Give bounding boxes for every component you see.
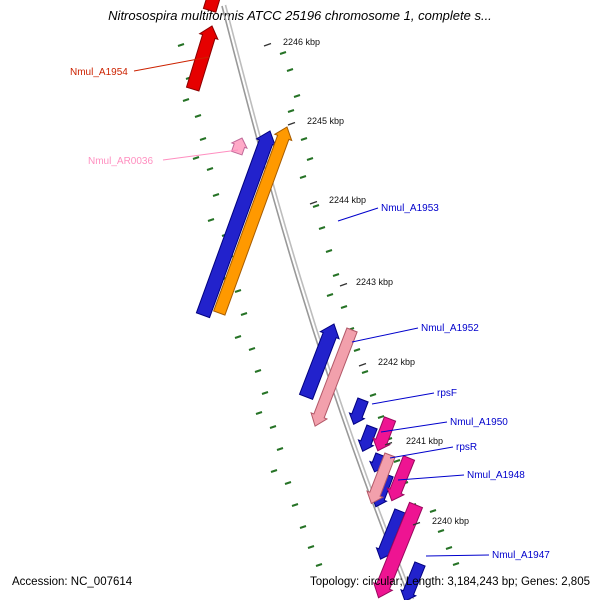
gene-label-nmul-a1950[interactable]: Nmul_A1950 <box>450 417 508 428</box>
gene-arrow-magenta-3[interactable] <box>369 501 425 600</box>
ruler-tick-marks <box>263 42 421 526</box>
leader-nmul-a1952 <box>351 327 419 343</box>
leader-rpsf <box>371 392 435 405</box>
position-label-2245: 2245 kbp <box>307 116 344 126</box>
leader-nmul-ar0036 <box>162 149 239 161</box>
gene-label-rpsf[interactable]: rpsF <box>437 388 457 399</box>
leader-nmul-a1950 <box>380 421 448 433</box>
gene-arrow-rpsf[interactable] <box>346 397 370 427</box>
gene-label-nmul-a1954[interactable]: Nmul_A1954 <box>70 67 128 78</box>
position-label-2243: 2243 kbp <box>356 277 393 287</box>
position-label-2242: 2242 kbp <box>378 357 415 367</box>
gene-label-nmul-a1948[interactable]: Nmul_A1948 <box>467 470 525 481</box>
leader-nmul-a1948 <box>397 474 465 481</box>
sequence-title: Nitrosospira multiformis ATCC 25196 chro… <box>108 8 492 23</box>
leader-nmul-a1947 <box>425 554 490 557</box>
chromosome-backbone-inner <box>224 4 415 600</box>
position-label-2241: 2241 kbp <box>406 436 443 446</box>
gene-label-rpsr[interactable]: rpsR <box>456 442 477 453</box>
gene-arrow-nmul-a1953[interactable] <box>194 128 280 319</box>
gene-arrow-magenta-1[interactable] <box>369 416 398 454</box>
gene-fragment-red-top[interactable] <box>202 0 221 13</box>
position-label-2244: 2244 kbp <box>329 195 366 205</box>
gene-arrow-nmul-a1952[interactable] <box>297 320 344 400</box>
gene-arrow-nmul-a1954[interactable] <box>184 23 221 92</box>
gene-label-nmul-a1953[interactable]: Nmul_A1953 <box>381 203 439 214</box>
leader-rpsr <box>389 446 454 459</box>
topology-text: Topology: circular; Length: 3,184,243 bp… <box>309 576 590 588</box>
chromosome-backbone-outer <box>221 5 411 600</box>
gene-arrow-nmul-ar0036[interactable] <box>229 135 249 156</box>
position-label-2240: 2240 kbp <box>432 516 469 526</box>
gene-label-nmul-a1947[interactable]: Nmul_A1947 <box>492 550 550 561</box>
gene-label-nmul-ar0036[interactable]: Nmul_AR0036 <box>88 156 153 167</box>
gene-arrow-orange-1[interactable] <box>211 124 296 316</box>
gene-arrow-salmon-2[interactable] <box>363 452 398 507</box>
gene-arrow-blue-bottom[interactable] <box>398 561 428 600</box>
position-label-2246: 2246 kbp <box>283 37 320 47</box>
gene-arrow-nmul-a1950[interactable] <box>355 424 379 454</box>
accession-text: Accession: NC_007614 <box>12 576 133 588</box>
gene-label-nmul-a1952[interactable]: Nmul_A1952 <box>421 323 479 334</box>
status-bar: Accession: NC_007614 Topology: circular;… <box>0 576 600 600</box>
gene-arrow-salmon-1[interactable] <box>307 327 360 429</box>
gene-arrow-magenta-2[interactable] <box>383 455 417 504</box>
leader-nmul-a1954 <box>133 56 210 72</box>
leader-nmul-a1953 <box>337 207 379 222</box>
